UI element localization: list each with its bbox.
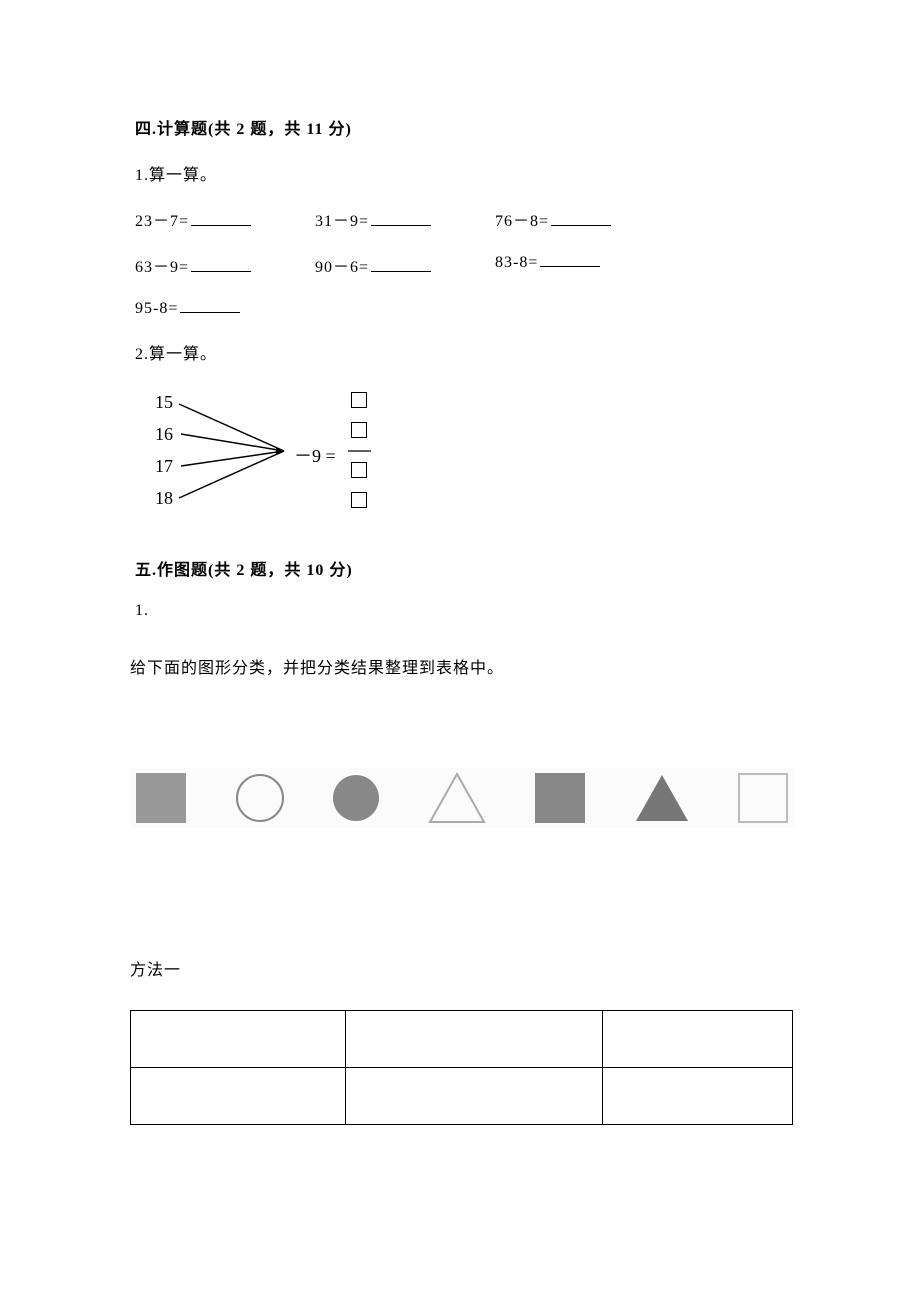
calc-row-1: 23－7= 31－9= 76－8= [135, 207, 785, 231]
answer-blank[interactable] [371, 258, 431, 272]
calc-item: 83-8= [495, 253, 675, 277]
q4-2-diagram: 15 16 17 18 －9 = [139, 386, 785, 526]
shapes-strip [130, 768, 795, 828]
section4-header: 四.计算题(共 2 题，共 11 分) [135, 115, 785, 139]
triangle-filled-icon [633, 772, 691, 824]
calc-item: 90－6= [315, 253, 495, 277]
calc-item: 31－9= [315, 207, 495, 231]
answer-box[interactable] [351, 462, 367, 478]
answer-blank[interactable] [540, 253, 600, 267]
answer-blank[interactable] [180, 299, 240, 313]
calc-expr: 83-8= [495, 254, 538, 272]
square-filled-icon [533, 771, 588, 826]
diagram-operator: －9 = [294, 442, 336, 468]
section5-header: 五.作图题(共 2 题，共 10 分) [135, 556, 785, 580]
result-table [130, 1010, 793, 1125]
answer-box[interactable] [351, 422, 367, 438]
calc-row-2: 63－9= 90－6= 83-8= [135, 253, 785, 277]
calc-item: 23－7= [135, 207, 315, 231]
table-row [131, 1011, 793, 1068]
table-cell[interactable] [603, 1068, 793, 1125]
calc-expr: 76－8= [495, 207, 549, 231]
table-cell[interactable] [131, 1068, 346, 1125]
calc-row-3: 95-8= [135, 299, 785, 318]
answer-blank[interactable] [371, 212, 431, 226]
square-outline-icon [736, 771, 791, 826]
answer-blank[interactable] [191, 258, 251, 272]
method1-label: 方法一 [130, 956, 785, 980]
circle-outline-icon [234, 772, 286, 824]
calc-expr: 31－9= [315, 207, 369, 231]
calc-item: 95-8= [135, 299, 315, 318]
triangle-outline-icon [426, 770, 488, 826]
circle-filled-icon [331, 773, 381, 823]
answer-box[interactable] [351, 392, 367, 408]
table-row [131, 1068, 793, 1125]
q5-1-label: 1. [135, 602, 785, 620]
table-cell[interactable] [345, 1068, 603, 1125]
q4-1-label: 1.算一算。 [135, 161, 785, 185]
calc-expr: 23－7= [135, 207, 189, 231]
q5-instruction: 给下面的图形分类，并把分类结果整理到表格中。 [130, 654, 785, 678]
calc-expr: 63－9= [135, 253, 189, 277]
calc-expr: 90－6= [315, 253, 369, 277]
answer-blank[interactable] [551, 212, 611, 226]
table-cell[interactable] [603, 1011, 793, 1068]
calc-item: 63－9= [135, 253, 315, 277]
table-cell[interactable] [345, 1011, 603, 1068]
calc-expr: 95-8= [135, 300, 178, 318]
table-cell[interactable] [131, 1011, 346, 1068]
answer-blank[interactable] [191, 212, 251, 226]
answer-box[interactable] [351, 492, 367, 508]
square-filled-icon [134, 771, 189, 826]
calc-item: 76－8= [495, 207, 675, 231]
q4-2-label: 2.算一算。 [135, 340, 785, 364]
